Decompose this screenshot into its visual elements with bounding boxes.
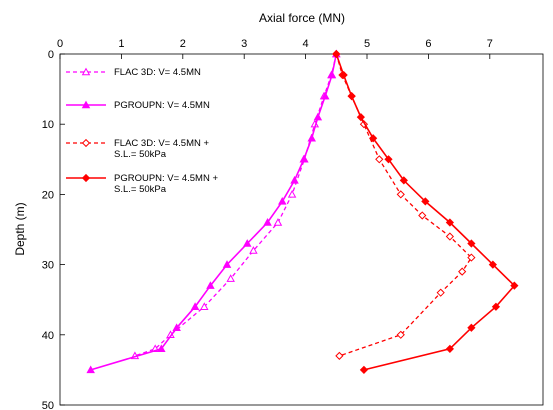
- data-point: [467, 323, 476, 332]
- data-point: [488, 260, 497, 269]
- data-point: [421, 197, 430, 206]
- legend-label: S.L.= 50kPa: [114, 149, 167, 160]
- data-point: [287, 189, 297, 198]
- x-tick-label: 1: [118, 38, 124, 50]
- data-point: [467, 253, 476, 262]
- legend-marker: [81, 138, 91, 148]
- x-axis-title: Axial force (MN): [259, 11, 345, 25]
- data-point: [307, 133, 316, 142]
- legend: FLAC 3D: V= 4.5MN PGROUPN: V= 4.5MN FLAC 3…: [66, 67, 218, 195]
- data-point: [299, 154, 309, 163]
- data-point: [436, 288, 445, 297]
- series-layer: [86, 49, 519, 375]
- data-point: [356, 113, 365, 122]
- data-point: [273, 218, 283, 226]
- data-point: [320, 91, 330, 100]
- data-point: [200, 302, 209, 310]
- data-point: [445, 344, 454, 353]
- y-tick-label: 20: [42, 189, 54, 201]
- data-point: [157, 344, 166, 353]
- data-point: [369, 134, 378, 143]
- data-point: [332, 49, 341, 59]
- data-point: [278, 196, 287, 205]
- data-point: [396, 190, 405, 199]
- data-point: [263, 218, 272, 226]
- data-point: [327, 70, 337, 79]
- y-tick-label: 10: [42, 119, 54, 131]
- data-point: [86, 365, 95, 374]
- legend-marker: [81, 173, 91, 183]
- y-tick-label: 40: [42, 330, 54, 342]
- data-point: [445, 232, 454, 241]
- x-tick-label: 7: [487, 38, 493, 50]
- legend-label: FLAC 3D: V= 4.5MN +: [114, 138, 209, 149]
- data-point: [347, 92, 356, 101]
- legend-label: S.L.= 50kPa: [114, 184, 167, 195]
- data-point: [359, 365, 369, 375]
- data-point: [396, 330, 405, 339]
- plot-area: [59, 53, 544, 406]
- y-axis-title: Depth (m): [13, 202, 27, 255]
- series-line: [335, 53, 516, 371]
- legend-item-1: FLAC 3D: V= 4.5MN: [66, 67, 201, 78]
- data-point: [206, 281, 215, 289]
- data-point: [339, 70, 348, 80]
- data-point: [399, 176, 408, 185]
- x-tick-label: 6: [425, 38, 431, 50]
- data-point: [375, 155, 384, 164]
- data-point: [190, 302, 200, 310]
- x-tick-label: 2: [180, 38, 186, 50]
- data-point: [467, 239, 476, 248]
- data-point: [243, 239, 252, 247]
- data-point: [226, 274, 235, 282]
- legend-item-3: FLAC 3D: V= 4.5MN +S.L.= 50kPa: [66, 138, 209, 160]
- legend-item-2: PGROUPN: V= 4.5MN: [66, 100, 210, 111]
- legend-label: PGROUPN: V= 4.5MN +: [114, 173, 218, 184]
- data-point: [491, 302, 501, 311]
- data-point: [384, 155, 393, 164]
- data-point: [418, 211, 427, 220]
- legend-marker: [81, 67, 91, 76]
- data-point: [313, 112, 323, 121]
- data-point: [222, 260, 232, 268]
- series-2: [86, 49, 341, 374]
- x-tick-label: 3: [241, 38, 247, 50]
- data-point: [445, 218, 454, 227]
- data-point: [458, 267, 467, 276]
- y-tick-label: 0: [48, 49, 54, 61]
- data-point: [335, 351, 344, 360]
- y-tick-label: 30: [42, 260, 54, 272]
- series-4: [332, 49, 519, 375]
- legend-label: PGROUPN: V= 4.5MN: [114, 100, 210, 111]
- data-point: [290, 175, 299, 184]
- x-tick-label: 4: [303, 38, 309, 50]
- x-axis-ticks: 0 1 2 3 4 5 6 7: [57, 38, 493, 59]
- series-line: [90, 53, 338, 371]
- legend-marker: [81, 100, 91, 109]
- data-point: [249, 246, 258, 254]
- x-tick-label: 0: [57, 38, 63, 50]
- legend-label: FLAC 3D: V= 4.5MN: [114, 67, 201, 78]
- data-point: [172, 323, 181, 331]
- y-axis-ticks: 0 10 20 30 40 50: [42, 49, 65, 410]
- x-tick-label: 5: [364, 38, 370, 50]
- legend-item-4: PGROUPN: V= 4.5MN +S.L.= 50kPa: [66, 173, 218, 195]
- data-point: [359, 120, 369, 129]
- data-point: [510, 281, 519, 290]
- y-tick-label: 50: [42, 400, 54, 410]
